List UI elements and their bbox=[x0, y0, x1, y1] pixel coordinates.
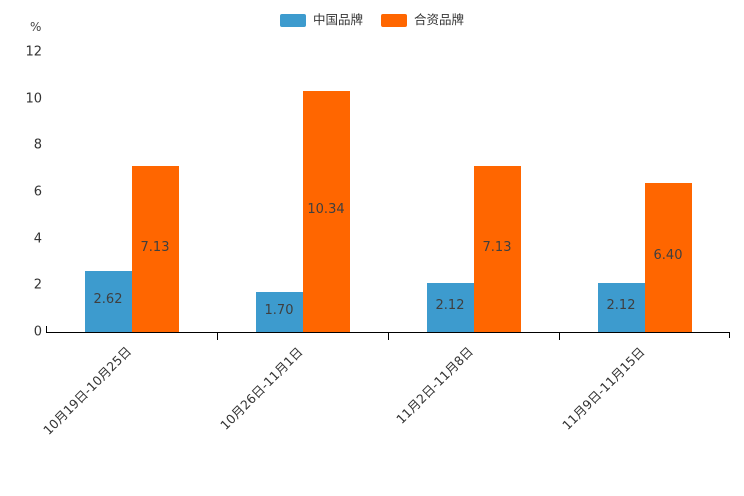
bars-layer: 2.62 7.13 1.70 10.34 2.12 7.13 2.12 6.40 bbox=[0, 52, 744, 332]
bar-value-label: 1.70 bbox=[264, 303, 294, 319]
bar-joint-venture-brand-1[interactable]: 7.13 bbox=[131, 165, 179, 332]
y-axis-tick-0: 0 bbox=[33, 324, 42, 340]
legend-item-joint-venture-brand[interactable]: 合资品牌 bbox=[381, 11, 465, 27]
bar-group-3: 2.12 7.13 bbox=[426, 52, 521, 332]
x-axis-line bbox=[46, 332, 730, 333]
x-axis-tick-3 bbox=[559, 333, 560, 340]
bar-china-brand-2[interactable]: 1.70 bbox=[255, 292, 303, 332]
y-axis-tick-10: 10 bbox=[25, 91, 42, 107]
x-axis-label-4: 11月9日-11月15日 bbox=[558, 343, 648, 433]
y-axis-tick-6: 6 bbox=[33, 184, 42, 200]
legend-label-china-brand: 中国品牌 bbox=[312, 11, 363, 27]
x-axis-end-tick bbox=[729, 332, 730, 338]
legend-item-china-brand[interactable]: 中国品牌 bbox=[279, 11, 363, 27]
bar-group-1: 2.62 7.13 bbox=[84, 52, 179, 332]
y-axis-tick-labels: 0 2 4 6 8 10 12 bbox=[0, 0, 42, 496]
x-axis-label-3: 11月2日-11月8日 bbox=[393, 343, 477, 427]
bar-group-2: 1.70 10.34 bbox=[255, 52, 350, 332]
y-axis-tick-2: 2 bbox=[33, 277, 42, 293]
bar-value-label: 2.12 bbox=[435, 298, 465, 314]
y-axis-unit-label: % bbox=[30, 20, 42, 34]
y-axis-tick-8: 8 bbox=[33, 137, 42, 153]
chart-legend: 中国品牌 合资品牌 bbox=[0, 10, 744, 30]
bar-joint-venture-brand-2[interactable]: 10.34 bbox=[302, 90, 350, 332]
legend-label-joint-venture-brand: 合资品牌 bbox=[414, 11, 465, 27]
bar-value-label: 7.13 bbox=[482, 239, 512, 255]
legend-swatch-icon-joint-venture-brand bbox=[381, 13, 407, 27]
bar-value-label: 2.12 bbox=[606, 298, 636, 314]
y-axis-tick-4: 4 bbox=[33, 231, 42, 247]
bar-value-label: 7.13 bbox=[140, 239, 170, 255]
bar-group-4: 2.12 6.40 bbox=[597, 52, 692, 332]
x-axis-label-2: 10月26日-11月1日 bbox=[216, 343, 306, 433]
x-axis-category-labels: 10月19日-10月25日 10月26日-11月1日 11月2日-11月8日 11月9… bbox=[0, 332, 744, 496]
x-axis-start-tick bbox=[46, 326, 47, 333]
legend-swatch-icon-china-brand bbox=[279, 13, 306, 27]
bar-china-brand-1[interactable]: 2.62 bbox=[84, 270, 132, 332]
x-axis-tick-1 bbox=[217, 333, 218, 340]
bar-value-label: 10.34 bbox=[307, 202, 345, 218]
bar-china-brand-4[interactable]: 2.12 bbox=[597, 282, 645, 332]
y-axis-tick-12: 12 bbox=[25, 44, 42, 60]
x-axis-tick-2 bbox=[388, 333, 389, 340]
bar-joint-venture-brand-4[interactable]: 6.40 bbox=[644, 182, 692, 332]
bar-joint-venture-brand-3[interactable]: 7.13 bbox=[473, 165, 521, 332]
bar-value-label: 2.62 bbox=[93, 292, 123, 308]
bar-china-brand-3[interactable]: 2.12 bbox=[426, 282, 474, 332]
x-axis-label-1: 10月19日-10月25日 bbox=[40, 344, 135, 439]
bar-value-label: 6.40 bbox=[653, 248, 683, 264]
